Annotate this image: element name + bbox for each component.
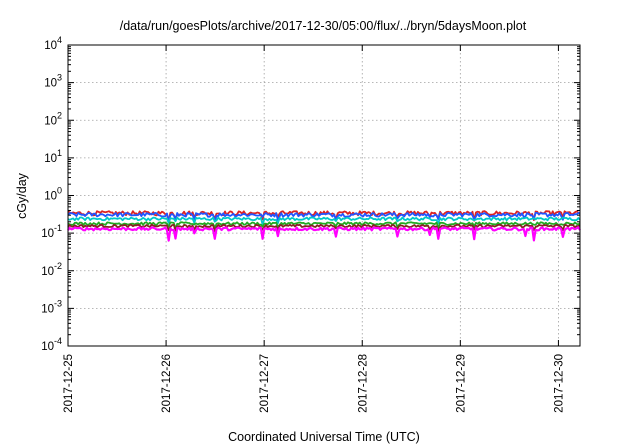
y-tick-label: 10-3	[41, 298, 62, 315]
x-tick-label: 2017-12-28	[357, 354, 369, 413]
y-tick-label: 100	[44, 186, 62, 203]
x-tick-label: 2017-12-27	[259, 354, 271, 413]
y-tick-label: 101	[44, 148, 62, 165]
y-tick-label: 102	[44, 110, 62, 127]
y-tick-label: 104	[44, 35, 62, 52]
grid	[68, 45, 580, 346]
series-line	[67, 221, 581, 230]
chart-title: /data/run/goesPlots/archive/2017-12-30/0…	[120, 19, 527, 33]
series-line	[67, 210, 581, 222]
y-tick-labels: 10-4 10-3 10-2 10-1 100 101 102 103 104	[41, 35, 62, 353]
series-line	[67, 216, 581, 226]
x-tick-label: 2017-12-29	[455, 354, 467, 413]
x-tick-label: 2017-12-26	[161, 354, 173, 413]
series-line	[67, 223, 581, 233]
y-tick-label: 10-4	[41, 336, 62, 353]
x-tick-label: 2017-12-25	[63, 354, 75, 413]
y-tick-label: 10-2	[41, 261, 62, 278]
series-group	[67, 210, 581, 242]
x-tick-labels: 2017-12-25 2017-12-26 2017-12-27 2017-12-28…	[63, 354, 565, 413]
series-line	[67, 211, 581, 223]
ticks	[67, 44, 580, 347]
x-axis-label: Coordinated Universal Time (UTC)	[228, 430, 420, 444]
x-tick-label: 2017-12-30	[553, 354, 565, 413]
y-tick-label: 10-1	[41, 223, 62, 240]
y-axis-label: cGy/day	[15, 172, 29, 219]
series-line	[67, 226, 581, 242]
y-tick-label: 103	[44, 73, 62, 90]
